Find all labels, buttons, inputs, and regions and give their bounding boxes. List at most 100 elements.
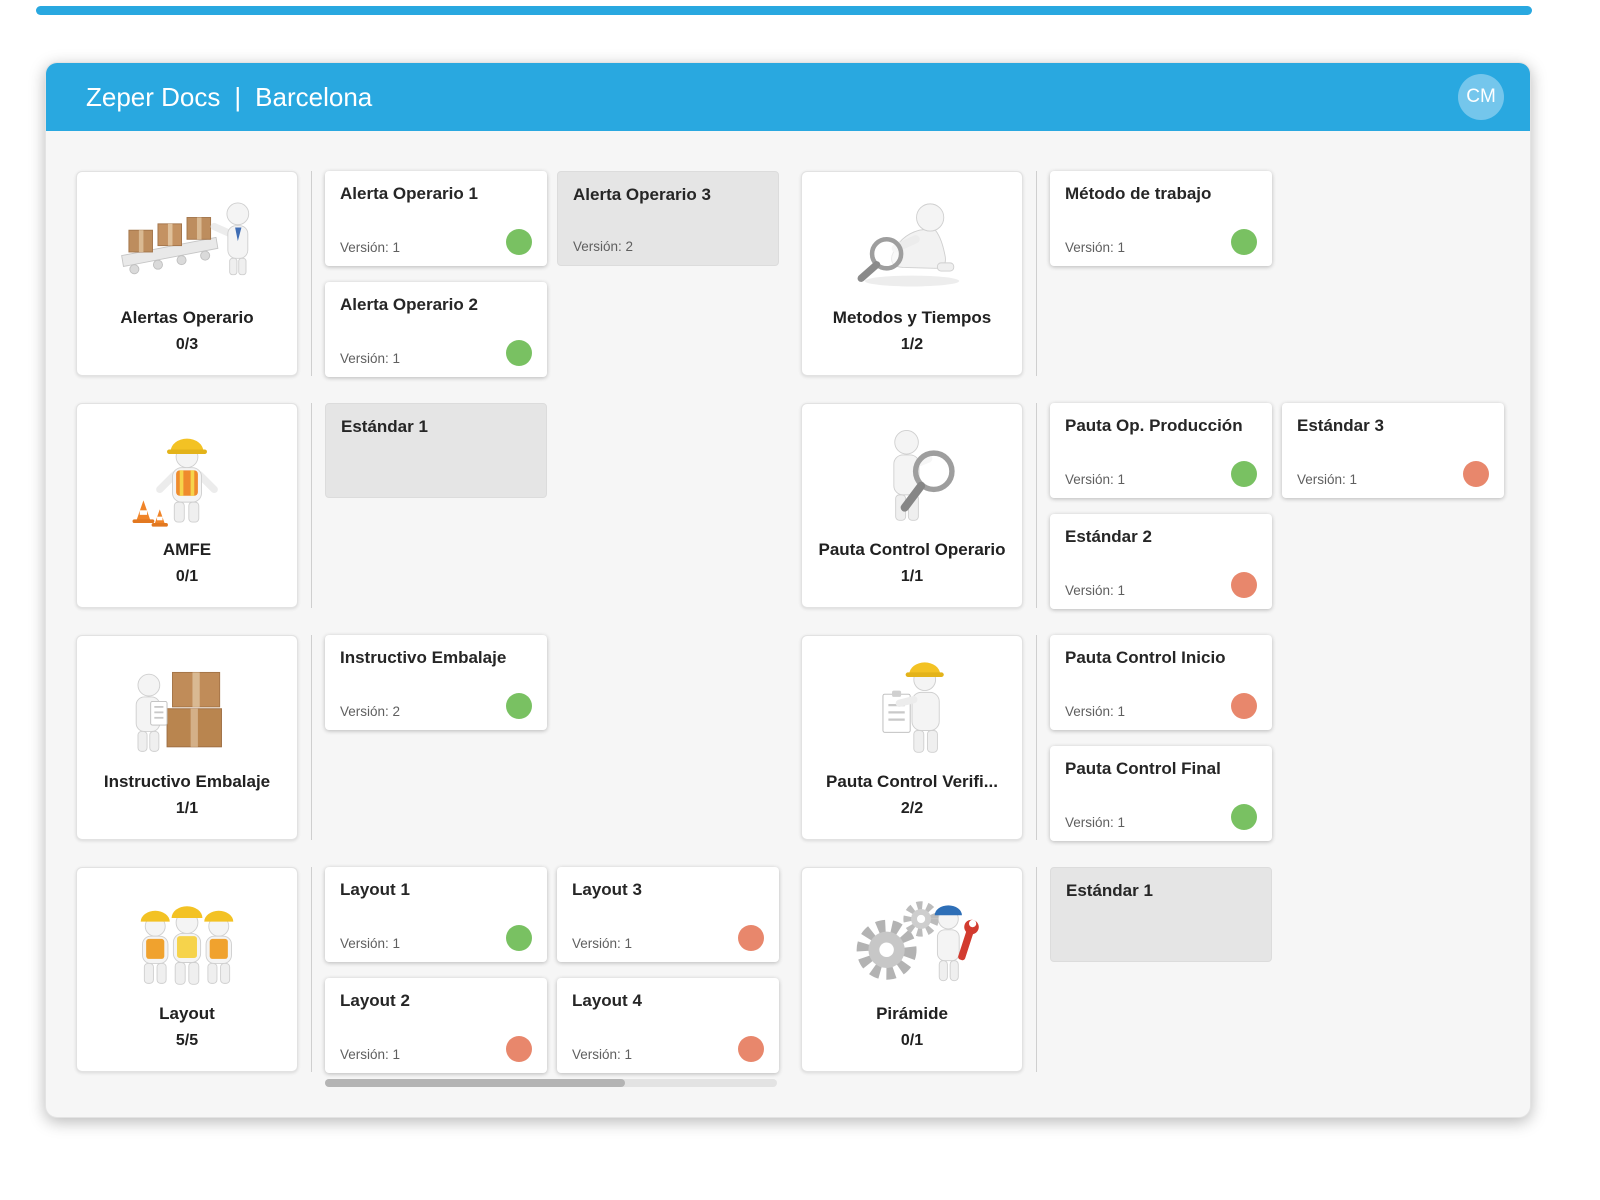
- document-card[interactable]: Alerta Operario 1 Versión: 1: [325, 171, 547, 266]
- document-version: Versión: 1: [1297, 472, 1358, 487]
- status-dot: [738, 925, 764, 951]
- status-dot: [1463, 461, 1489, 487]
- divider: [1036, 635, 1037, 840]
- category-card-layout[interactable]: Layout 5/5: [76, 867, 298, 1072]
- document-version: Versión: 1: [340, 351, 401, 366]
- status-dot: [1231, 229, 1257, 255]
- instructivo-embalaje-icon: [112, 644, 262, 768]
- status-dot: [506, 1036, 532, 1062]
- document-title: Estándar 1: [1066, 881, 1153, 900]
- documents-list: Método de trabajo Versión: 1: [1050, 171, 1272, 377]
- document-card[interactable]: Instructivo Embalaje Versión: 2: [325, 635, 547, 730]
- document-version: Versión: 1: [572, 936, 633, 951]
- category-card-instructivo-embalaje[interactable]: Instructivo Embalaje 1/1: [76, 635, 298, 840]
- pauta-control-operario-icon: [837, 412, 987, 536]
- group-piramide: Pirámide 0/1 Estándar 1: [801, 867, 1500, 1072]
- document-version: Versión: 2: [340, 704, 401, 719]
- document-card[interactable]: Método de trabajo Versión: 1: [1050, 171, 1272, 266]
- horizontal-scrollbar[interactable]: [325, 1079, 777, 1087]
- document-card[interactable]: Estándar 1: [325, 403, 547, 498]
- documents-board: Alertas Operario 0/3 Alerta Operario 1 V…: [46, 131, 1530, 1087]
- document-title: Alerta Operario 2: [340, 295, 478, 314]
- group-pauta-control-operario: Pauta Control Operario 1/1 Pauta Op. Pro…: [801, 403, 1504, 609]
- category-count: 1/2: [900, 336, 924, 353]
- category-card-pauta-control-operario[interactable]: Pauta Control Operario 1/1: [801, 403, 1023, 608]
- category-card-alertas-operario[interactable]: Alertas Operario 0/3: [76, 171, 298, 376]
- document-title: Pauta Control Final: [1065, 759, 1221, 778]
- piramide-icon: [837, 876, 987, 1000]
- amfe-icon: [112, 412, 262, 536]
- top-banner-edge: [36, 6, 1532, 15]
- document-title: Método de trabajo: [1065, 184, 1212, 203]
- divider: [1036, 171, 1037, 376]
- document-card[interactable]: Estándar 3 Versión: 1: [1282, 403, 1504, 498]
- avatar[interactable]: CM: [1458, 74, 1504, 120]
- document-card[interactable]: Alerta Operario 2 Versión: 1: [325, 282, 547, 377]
- documents-list: Alerta Operario 1 Versión: 1 Alerta Oper…: [325, 171, 779, 377]
- group-alertas-operario: Alertas Operario 0/3 Alerta Operario 1 V…: [76, 171, 801, 377]
- group-instructivo-embalaje: Instructivo Embalaje 1/1 Instructivo Emb…: [76, 635, 801, 840]
- app-header: Zeper Docs | Barcelona CM: [46, 63, 1530, 131]
- document-version: Versión: 1: [340, 240, 401, 255]
- divider: [311, 403, 312, 608]
- document-version: Versión: 2: [573, 239, 634, 254]
- status-dot: [506, 229, 532, 255]
- divider: [1036, 867, 1037, 1072]
- category-name: Pauta Control Verifi...: [826, 772, 998, 791]
- category-count: 1/1: [900, 568, 924, 585]
- group-layout: Layout 5/5 Layout 1 Versión: 1 Layout 2: [76, 867, 801, 1087]
- app-window: Zeper Docs | Barcelona CM: [45, 62, 1531, 1118]
- document-title: Pauta Control Inicio: [1065, 648, 1226, 667]
- document-version: Versión: 1: [1065, 240, 1126, 255]
- document-card[interactable]: Estándar 1: [1050, 867, 1272, 962]
- status-dot: [506, 340, 532, 366]
- document-card[interactable]: Alerta Operario 3 Versión: 2: [557, 171, 779, 266]
- divider: [311, 635, 312, 840]
- document-card[interactable]: Layout 3 Versión: 1: [557, 867, 779, 962]
- divider: [311, 171, 312, 376]
- title-separator: |: [234, 81, 242, 112]
- category-count: 0/3: [175, 336, 199, 353]
- divider: [1036, 403, 1037, 608]
- document-card[interactable]: Pauta Control Inicio Versión: 1: [1050, 635, 1272, 730]
- document-card[interactable]: Estándar 2 Versión: 1: [1050, 514, 1272, 609]
- category-card-piramide[interactable]: Pirámide 0/1: [801, 867, 1023, 1072]
- category-card-pauta-control-verificacion[interactable]: Pauta Control Verifi... 2/2: [801, 635, 1023, 840]
- category-count: 0/1: [175, 568, 199, 585]
- document-title: Estándar 2: [1065, 527, 1152, 546]
- document-card[interactable]: Layout 4 Versión: 1: [557, 978, 779, 1073]
- status-dot: [1231, 572, 1257, 598]
- pauta-control-verificacion-icon: [837, 644, 987, 768]
- layout-icon: [112, 876, 262, 1000]
- category-name: Pirámide: [876, 1004, 948, 1023]
- status-dot: [738, 1036, 764, 1062]
- document-title: Layout 4: [572, 991, 642, 1010]
- category-card-metodos-y-tiempos[interactable]: Metodos y Tiempos 1/2: [801, 171, 1023, 376]
- document-title: Alerta Operario 3: [573, 185, 711, 204]
- category-name: Instructivo Embalaje: [103, 772, 271, 791]
- category-name: Pauta Control Operario: [818, 540, 1006, 559]
- page-title: Zeper Docs | Barcelona: [86, 82, 372, 113]
- document-title: Alerta Operario 1: [340, 184, 478, 203]
- documents-list: Layout 1 Versión: 1 Layout 2 Versión: 1: [325, 867, 779, 1073]
- status-dot: [1231, 693, 1257, 719]
- document-card[interactable]: Pauta Op. Producción Versión: 1: [1050, 403, 1272, 498]
- site-name: Barcelona: [255, 81, 373, 112]
- scrollbar-thumb[interactable]: [325, 1079, 625, 1087]
- document-card[interactable]: Layout 2 Versión: 1: [325, 978, 547, 1073]
- documents-list: Instructivo Embalaje Versión: 2: [325, 635, 547, 841]
- category-count: 1/1: [175, 800, 199, 817]
- category-name: AMFE: [162, 540, 212, 559]
- status-dot: [1231, 461, 1257, 487]
- document-version: Versión: 1: [1065, 583, 1126, 598]
- documents-list: Estándar 1: [1050, 867, 1272, 1073]
- group-pauta-control-verificacion: Pauta Control Verifi... 2/2 Pauta Contro…: [801, 635, 1500, 841]
- alertas-operario-icon: [112, 180, 262, 304]
- category-count: 2/2: [900, 800, 924, 817]
- document-card[interactable]: Pauta Control Final Versión: 1: [1050, 746, 1272, 841]
- category-card-amfe[interactable]: AMFE 0/1: [76, 403, 298, 608]
- group-amfe: AMFE 0/1 Estándar 1: [76, 403, 801, 608]
- document-card[interactable]: Layout 1 Versión: 1: [325, 867, 547, 962]
- status-dot: [1231, 804, 1257, 830]
- document-title: Estándar 3: [1297, 416, 1384, 435]
